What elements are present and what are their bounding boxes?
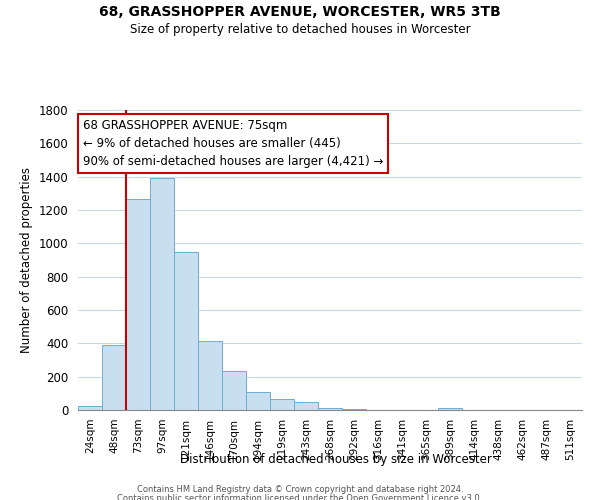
Text: 68, GRASSHOPPER AVENUE, WORCESTER, WR5 3TB: 68, GRASSHOPPER AVENUE, WORCESTER, WR5 3… bbox=[99, 5, 501, 19]
Bar bbox=[318, 408, 342, 410]
Bar bbox=[222, 371, 246, 410]
Text: Contains HM Land Registry data © Crown copyright and database right 2024.: Contains HM Land Registry data © Crown c… bbox=[137, 485, 463, 494]
Bar bbox=[174, 252, 198, 410]
Bar bbox=[126, 199, 150, 410]
Bar bbox=[270, 399, 294, 410]
Y-axis label: Number of detached properties: Number of detached properties bbox=[20, 167, 33, 353]
Bar bbox=[78, 406, 102, 410]
Bar bbox=[246, 392, 270, 410]
Bar bbox=[102, 345, 126, 410]
Bar bbox=[438, 408, 462, 410]
Bar bbox=[294, 402, 318, 410]
Text: Distribution of detached houses by size in Worcester: Distribution of detached houses by size … bbox=[180, 452, 492, 466]
Text: 68 GRASSHOPPER AVENUE: 75sqm
← 9% of detached houses are smaller (445)
90% of se: 68 GRASSHOPPER AVENUE: 75sqm ← 9% of det… bbox=[83, 119, 383, 168]
Bar bbox=[150, 178, 174, 410]
Text: Size of property relative to detached houses in Worcester: Size of property relative to detached ho… bbox=[130, 22, 470, 36]
Bar bbox=[198, 341, 222, 410]
Bar bbox=[342, 409, 366, 410]
Text: Contains public sector information licensed under the Open Government Licence v3: Contains public sector information licen… bbox=[118, 494, 482, 500]
